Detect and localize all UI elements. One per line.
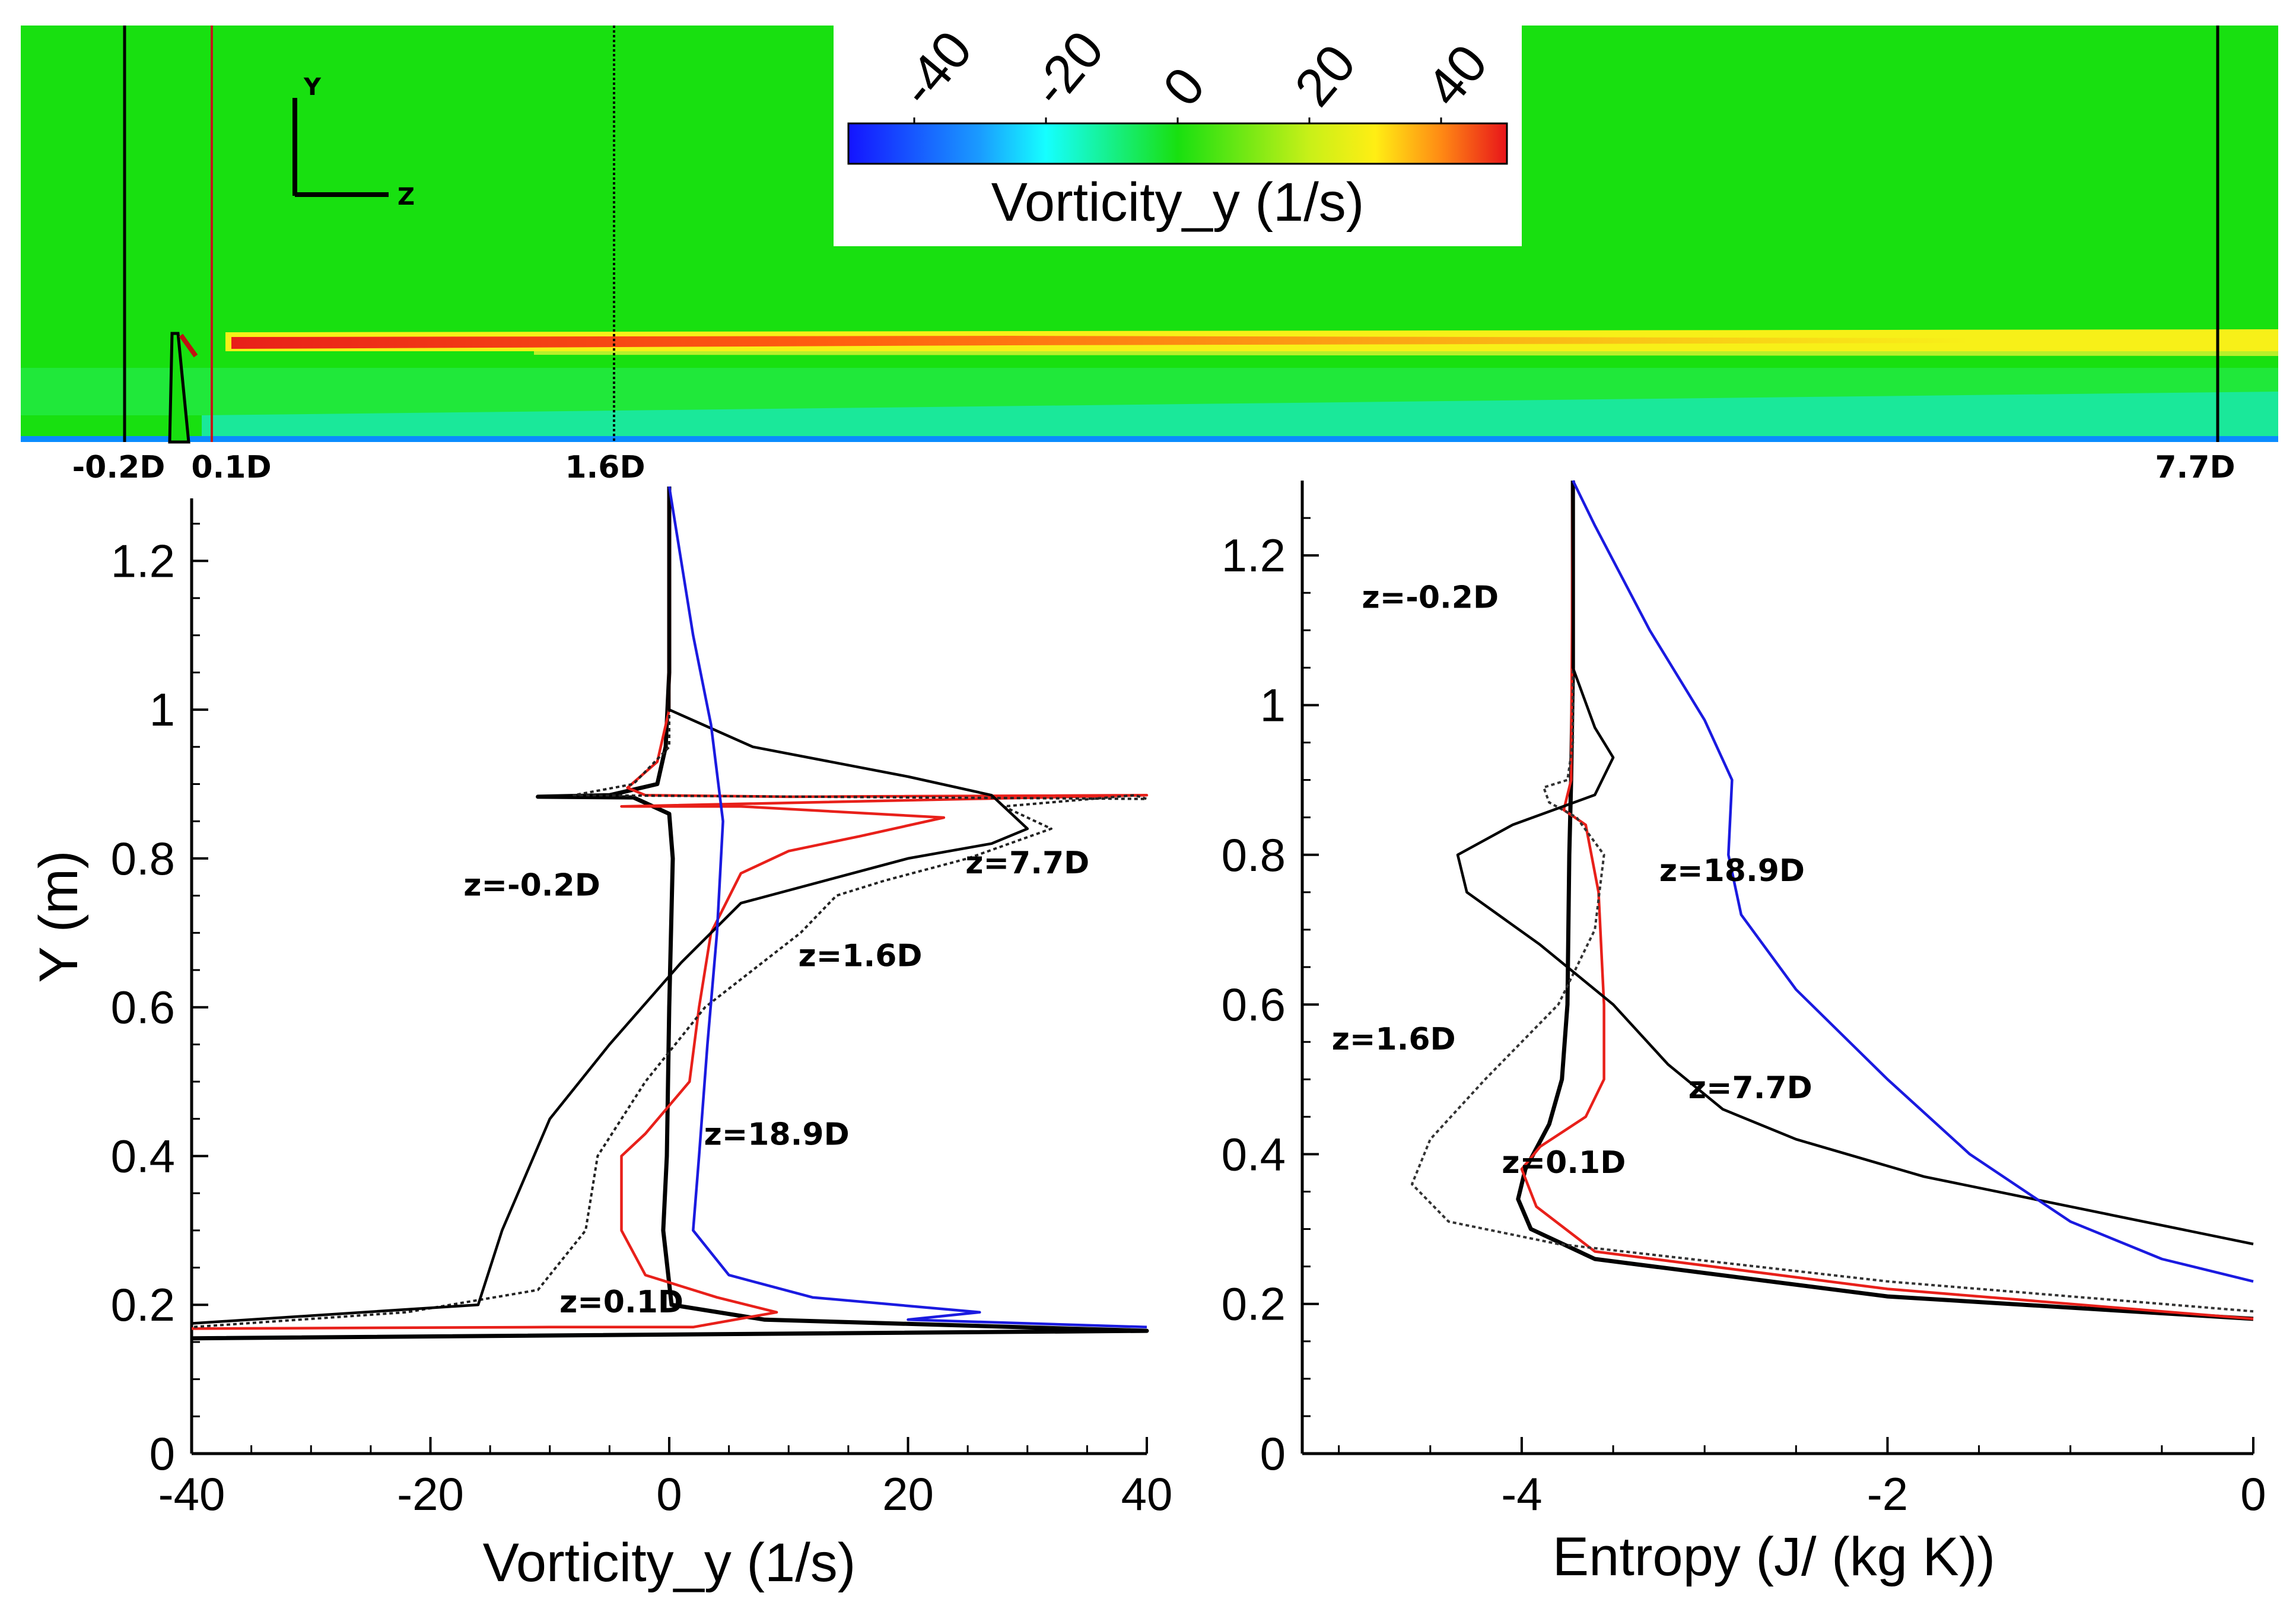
curve-label: z=7.7D xyxy=(1688,1070,1812,1106)
series-z1.6D-line xyxy=(1411,481,2254,1313)
contour-shear-light xyxy=(534,351,2278,356)
series-z7.7D-line xyxy=(191,487,1029,1325)
y-tick-label: 0.2 xyxy=(111,1279,175,1331)
y-axis-letter: Y xyxy=(303,74,322,101)
x-tick-label: -2 xyxy=(1867,1468,1908,1520)
entropy-labels: z=-0.2D z=18.9D z=1.6D z=7.7D z=0.1D xyxy=(1332,580,1812,1180)
curve-label: z=0.1D xyxy=(1502,1145,1626,1181)
entropy-series xyxy=(1411,480,2254,1321)
series-z18.9D-line xyxy=(667,486,1147,1329)
contour-body-dark xyxy=(179,333,198,358)
contour-bluff-body xyxy=(168,332,190,444)
x-tick-label: 0 xyxy=(656,1468,682,1520)
series-z0.2D-line xyxy=(191,487,1149,1341)
y-tick-label: 0.4 xyxy=(111,1130,175,1182)
y-tick-label: 1.2 xyxy=(111,535,175,587)
y-tick-label: 0 xyxy=(1260,1427,1286,1480)
colorbar-title: Vorticity_y (1/s) xyxy=(991,172,1365,233)
entropy-x-axis-title: Entropy (J/ (kg K)) xyxy=(1553,1527,1995,1587)
contour-cyan-wedge xyxy=(202,392,2278,442)
y-tick-label: 0 xyxy=(150,1427,175,1480)
y-tick-label: 1.2 xyxy=(1222,529,1286,581)
curve-label: z=-0.2D xyxy=(463,868,600,904)
x-tick-label: -20 xyxy=(397,1468,464,1520)
y-tick-label: 1 xyxy=(150,683,175,736)
vorticity-ticks: 0 0.2 0.4 0.6 0.8 1 1.2 -40 -20 0 20 40 xyxy=(111,523,1173,1520)
entropy-ticks: 0 0.2 0.4 0.6 0.8 1 1.2 -4 -2 0 xyxy=(1222,517,2266,1520)
colorbar-gradient xyxy=(847,122,1508,165)
series-z0.2D-line xyxy=(1516,481,2254,1321)
station-label: -0.2D xyxy=(72,450,166,485)
contour-panel: Y Z -40 -20 0 20 40 Vorticity_y (1/s) -0.2D 0… xyxy=(21,20,2278,485)
x-tick-label: 20 xyxy=(882,1468,934,1520)
station-label: 0.1D xyxy=(191,450,271,485)
station-label: 1.6D xyxy=(565,450,645,485)
y-tick-label: 0.2 xyxy=(1222,1278,1286,1330)
y-tick-label: 0.8 xyxy=(1222,829,1286,881)
series-z7.7D-line xyxy=(1456,481,2254,1246)
curve-label: z=7.7D xyxy=(965,845,1089,881)
x-tick-label: 0 xyxy=(2240,1468,2266,1520)
z-axis-letter: Z xyxy=(397,183,415,211)
y-tick-label: 0.8 xyxy=(111,832,175,885)
contour-blue-floor xyxy=(21,436,2278,442)
vorticity-x-axis-title: Vorticity_y (1/s) xyxy=(483,1532,856,1593)
entropy-plot: 0 0.2 0.4 0.6 0.8 1 1.2 -4 -2 0 z=-0.2D z=18.9D z=1… xyxy=(1222,480,2266,1587)
y-tick-label: 0.6 xyxy=(111,981,175,1034)
series-z18.9D-line xyxy=(1572,480,2254,1283)
series-z1.6D-line xyxy=(191,487,1148,1328)
curve-label: z=18.9D xyxy=(704,1117,849,1153)
contour-shear-core xyxy=(231,336,1970,349)
station-label: 7.7D xyxy=(2155,450,2235,485)
x-tick-label: -4 xyxy=(1501,1468,1542,1520)
y-tick-label: 1 xyxy=(1260,679,1286,731)
curve-label: z=0.1D xyxy=(559,1284,683,1320)
series-z0.1D-line xyxy=(1520,480,2254,1321)
curve-label: z=1.6D xyxy=(798,939,922,974)
station-labels: -0.2D 0.1D 1.6D 7.7D xyxy=(72,450,2235,485)
curve-label: z=-0.2D xyxy=(1362,580,1499,615)
y-tick-label: 0.4 xyxy=(1222,1128,1286,1180)
x-tick-label: -40 xyxy=(158,1468,225,1520)
colorbar: -40 -20 0 20 40 Vorticity_y (1/s) xyxy=(834,20,1522,246)
vorticity-plot: 0 0.2 0.4 0.6 0.8 1 1.2 -40 -20 0 20 40 z=-0.2D z=7.… xyxy=(28,486,1173,1593)
x-tick-label: 40 xyxy=(1121,1468,1173,1520)
vorticity-y-axis-title: Y (m) xyxy=(28,850,89,983)
curve-label: z=18.9D xyxy=(1659,853,1805,889)
vorticity-labels: z=-0.2D z=7.7D z=1.6D z=18.9D z=0.1D xyxy=(463,845,1089,1320)
curve-label: z=1.6D xyxy=(1332,1022,1456,1057)
coordinate-axes: Y Z xyxy=(292,74,415,211)
y-tick-label: 0.6 xyxy=(1222,978,1286,1031)
vorticity-series xyxy=(191,486,1149,1341)
